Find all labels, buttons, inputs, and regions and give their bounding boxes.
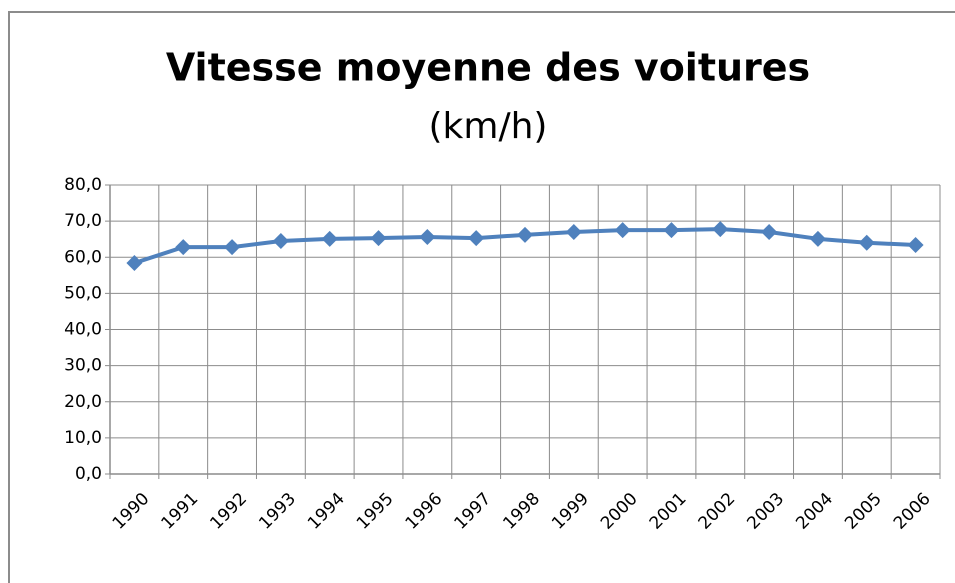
chart-frame — [8, 11, 955, 583]
y-tick-label: 60,0 — [64, 247, 102, 267]
point-marker — [468, 230, 485, 247]
y-tick-label: 20,0 — [64, 392, 102, 412]
chart-title: Vitesse moyenne des voitures — [166, 46, 810, 90]
y-tick-label: 30,0 — [64, 356, 102, 376]
point-marker — [126, 255, 143, 272]
point-marker — [907, 236, 924, 253]
point-marker — [663, 222, 680, 239]
point-marker — [761, 223, 778, 240]
point-marker — [419, 229, 436, 246]
y-tick-label: 70,0 — [64, 211, 102, 231]
y-tick-label: 10,0 — [64, 428, 102, 448]
chart-subtitle: (km/h) — [429, 106, 548, 147]
point-marker — [858, 234, 875, 251]
point-marker — [272, 232, 289, 249]
y-tick-label: 80,0 — [64, 175, 102, 195]
point-marker — [565, 223, 582, 240]
y-tick-label: 50,0 — [64, 283, 102, 303]
point-marker — [175, 239, 192, 256]
y-tick-label: 0,0 — [75, 464, 102, 484]
point-marker — [809, 230, 826, 247]
point-marker — [712, 221, 729, 238]
point-marker — [614, 222, 631, 239]
point-marker — [224, 239, 241, 256]
point-marker — [370, 230, 387, 247]
point-marker — [321, 230, 338, 247]
y-tick-label: 40,0 — [64, 320, 102, 340]
point-marker — [517, 226, 533, 243]
